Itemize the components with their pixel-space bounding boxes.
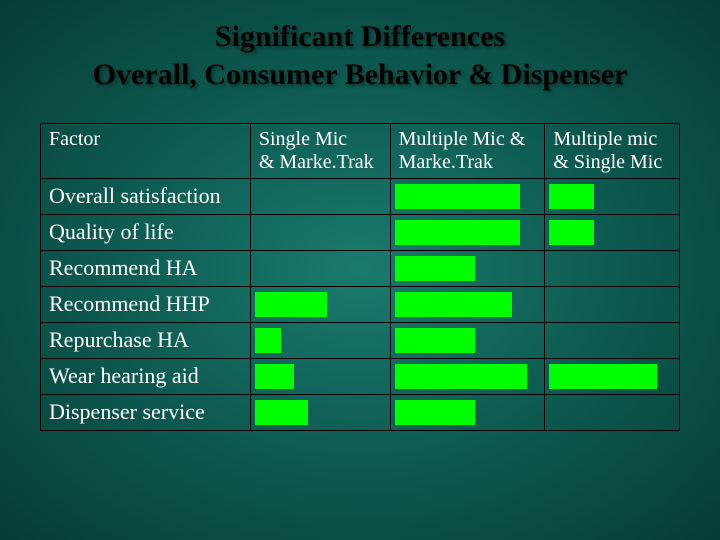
bar-cell bbox=[250, 359, 390, 395]
header-col4: Multiple mic & Single Mic bbox=[545, 124, 680, 179]
header-col3-text: Multiple Mic & Marke.Trak bbox=[399, 128, 537, 174]
bar bbox=[549, 220, 593, 245]
factor-label: Repurchase HA bbox=[49, 327, 242, 353]
bar-cell bbox=[390, 287, 545, 323]
bar-cell bbox=[545, 179, 680, 215]
bar bbox=[395, 364, 527, 389]
bar bbox=[549, 364, 657, 389]
bar-cell bbox=[390, 395, 545, 431]
bar-cell bbox=[250, 395, 390, 431]
factor-label: Overall satisfaction bbox=[49, 183, 242, 209]
table-row: Repurchase HA bbox=[41, 323, 680, 359]
table-row: Dispenser service bbox=[41, 395, 680, 431]
bar bbox=[549, 184, 593, 209]
bar bbox=[255, 328, 281, 353]
header-factor: Factor bbox=[41, 124, 251, 179]
bar-cell bbox=[390, 215, 545, 251]
bar bbox=[255, 364, 295, 389]
factor-label: Quality of life bbox=[49, 219, 242, 245]
factor-label: Recommend HHP bbox=[49, 291, 242, 317]
bar-cell bbox=[390, 179, 545, 215]
bar bbox=[395, 292, 513, 317]
factor-cell: Recommend HA bbox=[41, 251, 251, 287]
bar bbox=[395, 184, 520, 209]
bar-cell bbox=[250, 179, 390, 215]
bar-cell bbox=[250, 323, 390, 359]
bar bbox=[395, 256, 476, 281]
factor-cell: Dispenser service bbox=[41, 395, 251, 431]
bar-cell bbox=[545, 323, 680, 359]
bar bbox=[395, 328, 476, 353]
title-line-1: Significant Differences bbox=[215, 20, 505, 53]
table-row: Wear hearing aid bbox=[41, 359, 680, 395]
header-col4-text: Multiple mic & Single Mic bbox=[553, 128, 671, 174]
bar-cell bbox=[545, 359, 680, 395]
bar bbox=[395, 220, 520, 245]
header-factor-text: Factor bbox=[49, 128, 242, 151]
bar bbox=[255, 400, 308, 425]
factor-cell: Repurchase HA bbox=[41, 323, 251, 359]
header-col3: Multiple Mic & Marke.Trak bbox=[390, 124, 545, 179]
bar-cell bbox=[545, 215, 680, 251]
bar bbox=[255, 292, 328, 317]
header-col2: Single Mic & Marke.Trak bbox=[250, 124, 390, 179]
header-row: Factor Single Mic & Marke.Trak Multiple … bbox=[41, 124, 680, 179]
factor-label: Recommend HA bbox=[49, 255, 242, 281]
title-line-2: Overall, Consumer Behavior & Dispenser bbox=[93, 58, 628, 91]
header-col2-text: Single Mic & Marke.Trak bbox=[259, 128, 382, 174]
table-row: Overall satisfaction bbox=[41, 179, 680, 215]
bar-cell bbox=[250, 251, 390, 287]
bar-cell bbox=[390, 323, 545, 359]
bar bbox=[395, 400, 476, 425]
data-table: Factor Single Mic & Marke.Trak Multiple … bbox=[40, 123, 680, 431]
bar-cell bbox=[545, 251, 680, 287]
slide: Significant Differences Overall, Consume… bbox=[0, 0, 720, 540]
slide-title: Significant Differences Overall, Consume… bbox=[30, 18, 690, 93]
factor-cell: Quality of life bbox=[41, 215, 251, 251]
bar-cell bbox=[545, 395, 680, 431]
table-row: Recommend HA bbox=[41, 251, 680, 287]
table-row: Quality of life bbox=[41, 215, 680, 251]
bar-cell bbox=[390, 251, 545, 287]
bar-cell bbox=[390, 359, 545, 395]
factor-label: Wear hearing aid bbox=[49, 363, 242, 389]
factor-cell: Wear hearing aid bbox=[41, 359, 251, 395]
factor-cell: Recommend HHP bbox=[41, 287, 251, 323]
bar-cell bbox=[250, 215, 390, 251]
bar-cell bbox=[545, 287, 680, 323]
factor-cell: Overall satisfaction bbox=[41, 179, 251, 215]
table-row: Recommend HHP bbox=[41, 287, 680, 323]
bar-cell bbox=[250, 287, 390, 323]
factor-label: Dispenser service bbox=[49, 399, 242, 425]
